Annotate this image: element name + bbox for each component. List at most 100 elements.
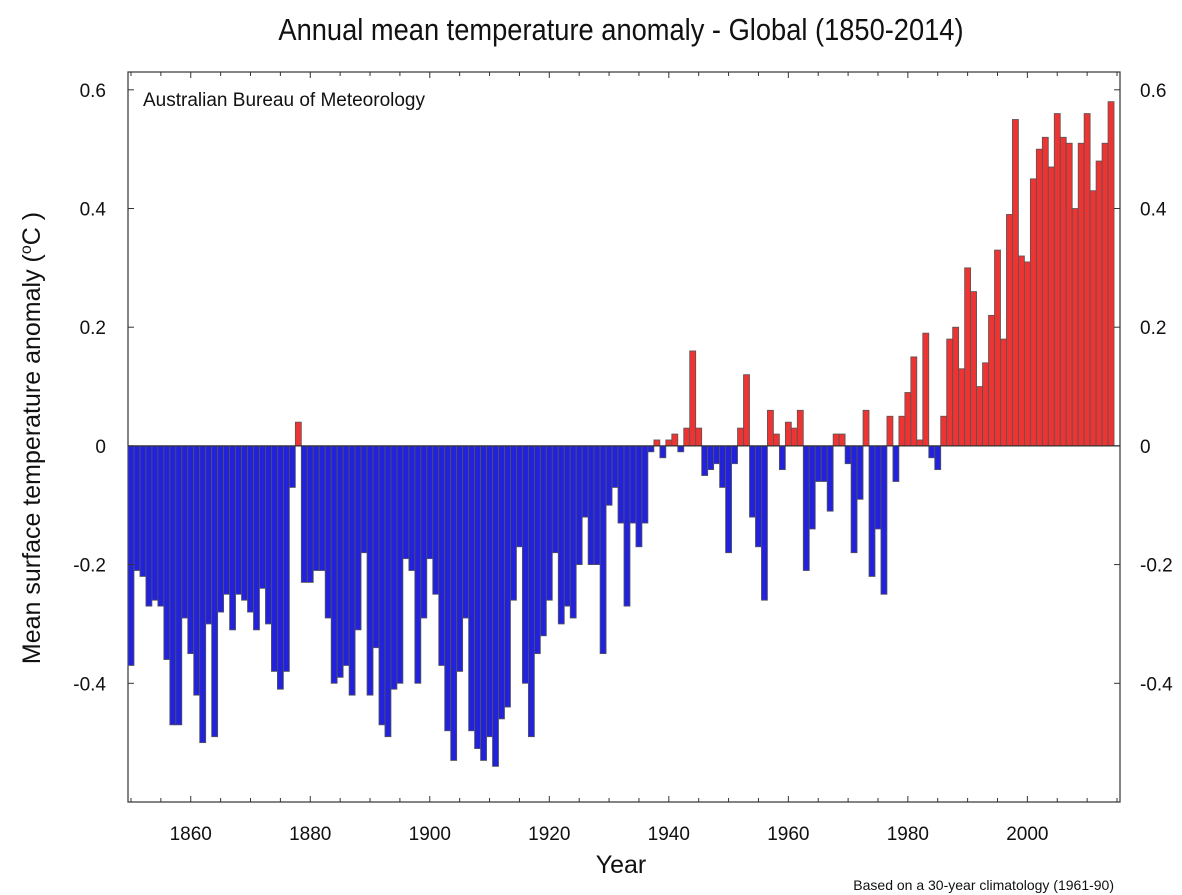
bar-1988 — [952, 326, 960, 447]
bar-1863 — [205, 445, 213, 625]
bar-1983 — [922, 332, 930, 447]
bar-1865 — [217, 445, 225, 613]
bar-1904 — [450, 445, 458, 761]
bar-1945 — [695, 427, 703, 447]
bar-1978 — [892, 445, 900, 482]
bar-1914 — [510, 445, 517, 601]
bar-1903 — [444, 445, 452, 732]
bar-1899 — [420, 445, 428, 619]
y-tick-label-left--0.2: -0.2 — [73, 556, 106, 577]
bar-1956 — [761, 445, 768, 601]
bar-1987 — [946, 338, 954, 447]
bar-2013 — [1101, 142, 1109, 447]
bar-1855 — [157, 445, 165, 607]
bar-1906 — [462, 445, 470, 619]
bar-1984 — [928, 445, 936, 459]
bar-1928 — [593, 445, 601, 565]
x-tick-label-1960: 1960 — [767, 824, 809, 845]
bar-1927 — [587, 445, 595, 565]
bar-2012 — [1095, 160, 1103, 447]
bar-1923 — [563, 445, 571, 607]
bar-1908 — [474, 445, 481, 749]
y-axis-title: Mean surface temperature anomaly (oC ) — [18, 212, 46, 664]
bar-1939 — [659, 445, 667, 459]
bar-1897 — [408, 445, 416, 571]
x-tick-label-2000: 2000 — [1006, 824, 1048, 845]
y-tick-label-left-0: 0 — [95, 437, 106, 458]
bar-2007 — [1065, 142, 1073, 447]
bar-1926 — [581, 445, 589, 518]
bar-1943 — [683, 427, 691, 447]
bar-1989 — [958, 368, 966, 447]
bar-1961 — [790, 427, 798, 447]
bar-1902 — [438, 445, 446, 666]
y-tick-label-right--0.2: -0.2 — [1140, 556, 1173, 577]
bar-1971 — [850, 445, 858, 554]
bar-1873 — [265, 445, 272, 625]
bar-1951 — [731, 445, 738, 465]
bar-1975 — [874, 445, 882, 530]
y-tick-label-left-0.2: 0.2 — [80, 318, 106, 339]
bar-1878 — [294, 421, 302, 447]
bar-1858 — [175, 445, 183, 726]
bar-1974 — [868, 445, 876, 577]
bar-1936 — [641, 445, 649, 524]
bar-1869 — [241, 445, 248, 601]
x-tick-label-1920: 1920 — [528, 824, 570, 845]
bar-1963 — [802, 445, 810, 571]
bar-1912 — [498, 445, 505, 720]
bar-2002 — [1035, 148, 1043, 447]
bar-1915 — [516, 445, 523, 548]
bar-1862 — [199, 445, 207, 744]
bar-1941 — [671, 433, 679, 447]
bar-1968 — [832, 433, 840, 447]
bar-1857 — [169, 445, 177, 726]
bar-1965 — [814, 445, 822, 482]
source-label: Australian Bureau of Meteorology — [143, 90, 425, 111]
bar-1913 — [504, 445, 511, 708]
bar-1999 — [1018, 255, 1025, 447]
bar-1901 — [432, 445, 440, 595]
bar-1972 — [856, 445, 864, 500]
bar-1907 — [468, 445, 476, 732]
bar-1920 — [545, 445, 553, 601]
bar-1918 — [533, 445, 541, 655]
bar-1990 — [964, 267, 972, 447]
bar-1938 — [653, 439, 661, 447]
bar-1997 — [1006, 214, 1013, 447]
bar-1896 — [402, 445, 410, 560]
y-axis-title-degree: o — [18, 245, 35, 254]
bar-1880 — [306, 445, 314, 583]
y-tick-label-left--0.4: -0.4 — [73, 674, 106, 695]
bar-1993 — [982, 362, 989, 447]
bar-1910 — [486, 445, 493, 738]
bar-1922 — [557, 445, 565, 625]
bar-1890 — [366, 445, 374, 696]
y-tick-label-right-0: 0 — [1140, 437, 1151, 458]
bar-1959 — [778, 445, 786, 471]
bar-1911 — [492, 445, 499, 767]
bar-1867 — [229, 445, 236, 631]
bar-1998 — [1012, 119, 1019, 447]
bar-1966 — [820, 445, 828, 482]
bar-2000 — [1023, 261, 1031, 447]
bar-1868 — [235, 445, 242, 595]
bar-1894 — [390, 445, 398, 690]
x-tick-label-1940: 1940 — [648, 824, 690, 845]
bar-1942 — [677, 445, 685, 453]
bar-1856 — [163, 445, 171, 660]
bar-1924 — [569, 445, 577, 619]
bar-1958 — [773, 433, 780, 447]
bar-2003 — [1041, 136, 1049, 447]
bar-1893 — [384, 445, 392, 738]
bar-1934 — [629, 445, 637, 524]
bar-1967 — [826, 445, 834, 512]
bar-1969 — [838, 433, 846, 447]
bar-1887 — [348, 445, 356, 696]
bar-1861 — [193, 445, 201, 696]
bar-1916 — [522, 445, 529, 684]
bar-2001 — [1029, 178, 1037, 447]
bar-1888 — [354, 445, 362, 631]
bar-1937 — [647, 445, 655, 453]
bar-1962 — [796, 409, 804, 447]
